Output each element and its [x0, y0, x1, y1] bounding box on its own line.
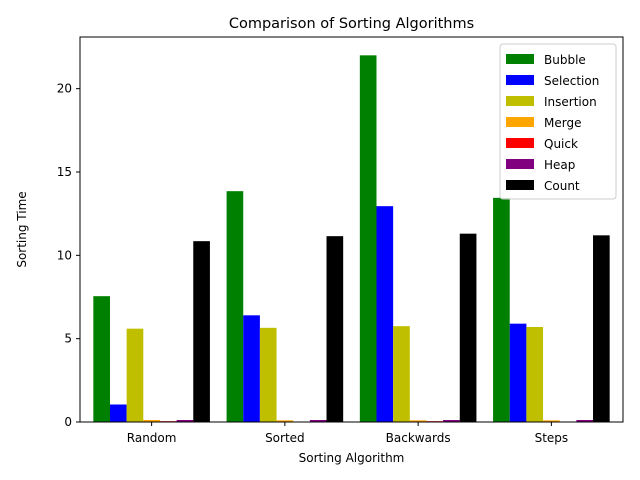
legend-swatch-selection [506, 75, 534, 85]
bar-heap-random [176, 420, 194, 422]
x-tick-label: Random [127, 431, 177, 445]
y-tick-label: 20 [57, 82, 72, 96]
bar-selection-steps [509, 323, 527, 422]
bar-selection-backwards [376, 206, 394, 422]
bar-bubble-backwards [359, 55, 377, 422]
bar-bubble-sorted [226, 191, 244, 422]
legend-swatch-quick [506, 138, 534, 148]
bar-merge-steps [543, 420, 560, 422]
legend-swatch-bubble [506, 54, 534, 64]
legend-label-insertion: Insertion [544, 95, 597, 109]
bars-group [93, 55, 610, 422]
legend-swatch-heap [506, 159, 534, 169]
x-axis-label: Sorting Algorithm [299, 451, 405, 465]
bar-count-steps [593, 235, 610, 422]
y-tick-label: 15 [57, 165, 72, 179]
bar-count-backwards [459, 233, 477, 422]
legend: Bubble Selection Insertion Merge Quick Heap Co… [499, 43, 617, 200]
bar-count-sorted [326, 236, 344, 422]
y-tick-label: 0 [64, 415, 72, 429]
y-axis: 0 5 10 15 20 [57, 82, 80, 429]
x-axis: Random Sorted Backwards Steps [127, 422, 568, 445]
legend-label-count: Count [544, 179, 580, 193]
bar-heap-backwards [443, 420, 460, 422]
legend-label-selection: Selection [544, 74, 599, 88]
bar-insertion-backwards [393, 326, 410, 422]
plot-frame [79, 36, 624, 423]
chart-title: Comparison of Sorting Algorithms [229, 16, 474, 32]
bar-merge-sorted [276, 420, 294, 422]
bar-insertion-sorted [259, 327, 277, 422]
legend-swatch-count [506, 180, 534, 190]
y-tick-label: 10 [57, 248, 72, 262]
bar-count-random [193, 241, 210, 422]
bar-heap-steps [576, 420, 594, 422]
bar-selection-sorted [243, 315, 260, 422]
bar-bubble-random [93, 296, 110, 422]
bar-merge-backwards [409, 420, 427, 422]
bar-heap-sorted [309, 420, 327, 422]
bar-insertion-random [126, 328, 144, 422]
legend-label-heap: Heap [544, 158, 575, 172]
bar-bubble-steps [493, 197, 510, 422]
legend-label-quick: Quick [544, 137, 578, 151]
legend-swatch-insertion [506, 96, 534, 106]
x-tick-label: Steps [535, 431, 569, 445]
bar-insertion-steps [526, 327, 544, 422]
x-tick-label: Sorted [265, 431, 305, 445]
legend-label-merge: Merge [544, 116, 581, 130]
legend-label-bubble: Bubble [544, 53, 586, 67]
y-tick-label: 5 [64, 332, 72, 346]
x-tick-label: Backwards [386, 431, 451, 445]
legend-swatch-merge [506, 117, 534, 127]
y-axis-label: Sorting Time [15, 191, 29, 267]
bar-selection-random [109, 404, 127, 422]
bar-merge-random [143, 420, 160, 422]
